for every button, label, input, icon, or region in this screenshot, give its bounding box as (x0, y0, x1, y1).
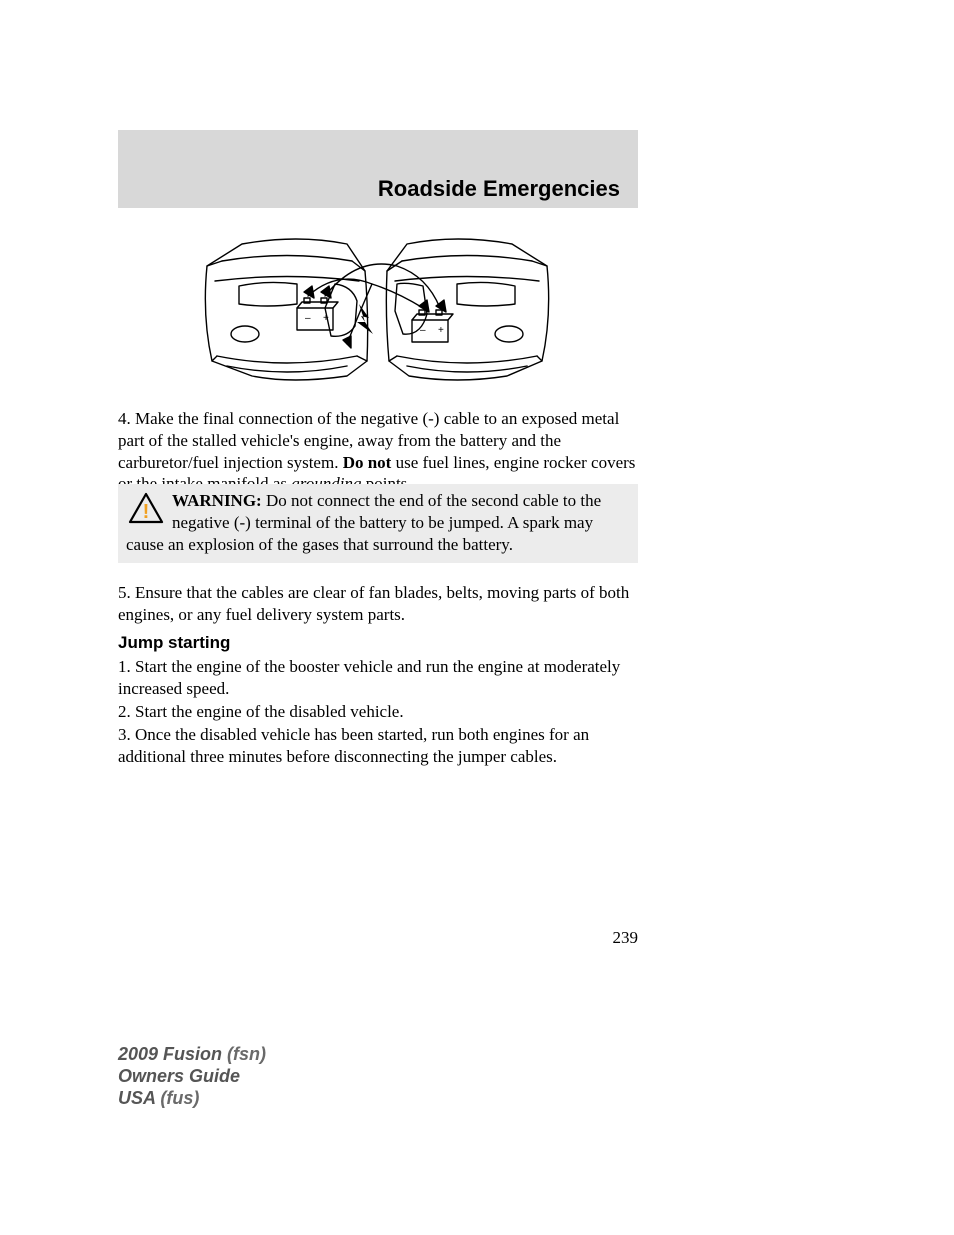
step-4-text: 4. Make the final connection of the nega… (118, 408, 638, 495)
jump-step-3: 3. Once the disabled vehicle has been st… (118, 724, 638, 768)
jump-step-2: 2. Start the engine of the disabled vehi… (118, 701, 638, 723)
footer-model: 2009 Fusion (118, 1044, 222, 1064)
footer-line-3: USA (fus) (118, 1088, 266, 1110)
jump-starting-heading: Jump starting (118, 633, 230, 653)
footer-line-2: Owners Guide (118, 1066, 266, 1088)
page-number: 239 (613, 928, 639, 948)
warning-bang: ! (143, 501, 150, 523)
section-title: Roadside Emergencies (118, 176, 638, 202)
step4-bold: Do not (343, 453, 392, 472)
footer-block: 2009 Fusion (fsn) Owners Guide USA (fus) (118, 1044, 266, 1110)
right-pos-label: + (438, 325, 444, 336)
left-pos-label: + (323, 313, 329, 324)
page: Roadside Emergencies (0, 0, 954, 1235)
warning-triangle-icon: ! (128, 492, 164, 524)
footer-code1: (fsn) (222, 1044, 266, 1064)
warning-label: WARNING: (172, 491, 262, 510)
footer-line-1: 2009 Fusion (fsn) (118, 1044, 266, 1066)
jump-step-1: 1. Start the engine of the booster vehic… (118, 656, 638, 700)
footer-region: USA (118, 1088, 155, 1108)
spark-icon (357, 304, 373, 334)
warning-box: ! WARNING: Do not connect the end of the… (118, 484, 638, 563)
jumper-cable-diagram: – + – + (197, 226, 557, 396)
footer-code3: (fus) (155, 1088, 199, 1108)
right-neg-label: – (420, 325, 426, 336)
left-neg-label: – (305, 313, 311, 324)
step-5-text: 5. Ensure that the cables are clear of f… (118, 582, 638, 626)
